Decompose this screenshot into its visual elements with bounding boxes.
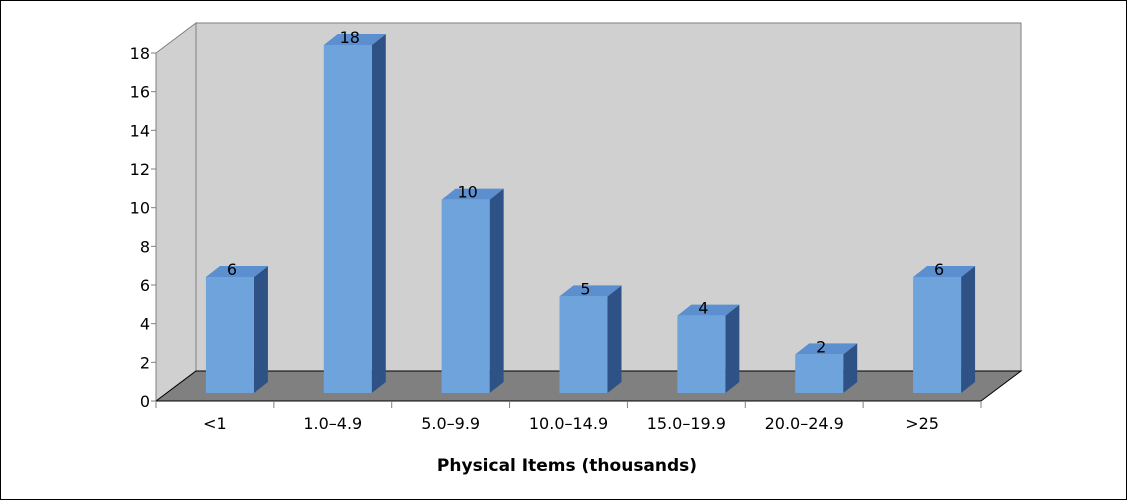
- bar-front: [441, 199, 490, 393]
- bar: [913, 266, 976, 393]
- data-label: 6: [934, 260, 944, 279]
- bar: [795, 343, 858, 393]
- bar-front: [323, 45, 372, 393]
- data-label: 18: [340, 28, 360, 47]
- bar-side: [371, 34, 386, 393]
- x-tick-label: 15.0–19.9: [647, 414, 726, 433]
- bar-front: [559, 296, 608, 393]
- data-label: 6: [227, 260, 237, 279]
- data-label: 2: [816, 337, 826, 356]
- x-tick-label: 1.0–4.9: [303, 414, 362, 433]
- bar: [677, 304, 740, 393]
- x-tick-label: 10.0–14.9: [529, 414, 608, 433]
- x-tick-label: 5.0–9.9: [421, 414, 480, 433]
- bar-front: [913, 277, 962, 393]
- bar-top: [913, 266, 976, 277]
- y-tick-label: 4: [140, 315, 150, 334]
- bar-side: [961, 266, 976, 393]
- y-tick-label: 2: [140, 353, 150, 372]
- bar: [323, 34, 386, 393]
- data-label: 4: [698, 299, 708, 318]
- y-tick-label: 14: [130, 121, 150, 140]
- data-label: 5: [580, 279, 590, 298]
- y-tick-label: 18: [130, 44, 150, 63]
- bars: [205, 34, 976, 393]
- bar: [441, 188, 504, 393]
- x-tick-label: <1: [203, 414, 227, 433]
- bar-side: [489, 188, 504, 393]
- y-axis: 0 2 4 6 8 10 12 14 16 18: [130, 44, 157, 411]
- y-tick-label: 8: [140, 237, 150, 256]
- y-tick-label: 16: [130, 83, 150, 102]
- x-axis: <1 1.0–4.9 5.0–9.9 10.0–14.9 15.0–19.9 20.0–2…: [155, 400, 982, 433]
- y-tick-label: 6: [140, 276, 150, 295]
- bar: [205, 266, 268, 393]
- bar-side: [843, 343, 858, 393]
- bar-top: [677, 304, 740, 316]
- x-tick-label: 20.0–24.9: [765, 414, 844, 433]
- bar-front: [205, 277, 254, 393]
- bar-top: [205, 266, 268, 277]
- side-wall: [155, 22, 197, 402]
- bar-side: [607, 285, 622, 393]
- bar-side: [725, 304, 740, 393]
- x-axis-title: Physical Items (thousands): [437, 456, 697, 476]
- bar-top: [795, 343, 858, 355]
- data-labels: 6 18 10 5 4 2 6: [227, 28, 944, 356]
- bar-front: [795, 354, 844, 393]
- bar-front: [677, 315, 726, 393]
- bar-top: [323, 34, 386, 45]
- y-tick-label: 12: [130, 160, 150, 179]
- bar: [559, 285, 622, 393]
- y-tick-label: 10: [130, 199, 150, 218]
- y-tick-label: 0: [140, 392, 150, 411]
- bar-side: [253, 266, 268, 393]
- x-tick-label: >25: [905, 414, 939, 433]
- data-label: 10: [457, 183, 477, 202]
- bar-top: [559, 285, 622, 297]
- bar-top: [441, 188, 504, 200]
